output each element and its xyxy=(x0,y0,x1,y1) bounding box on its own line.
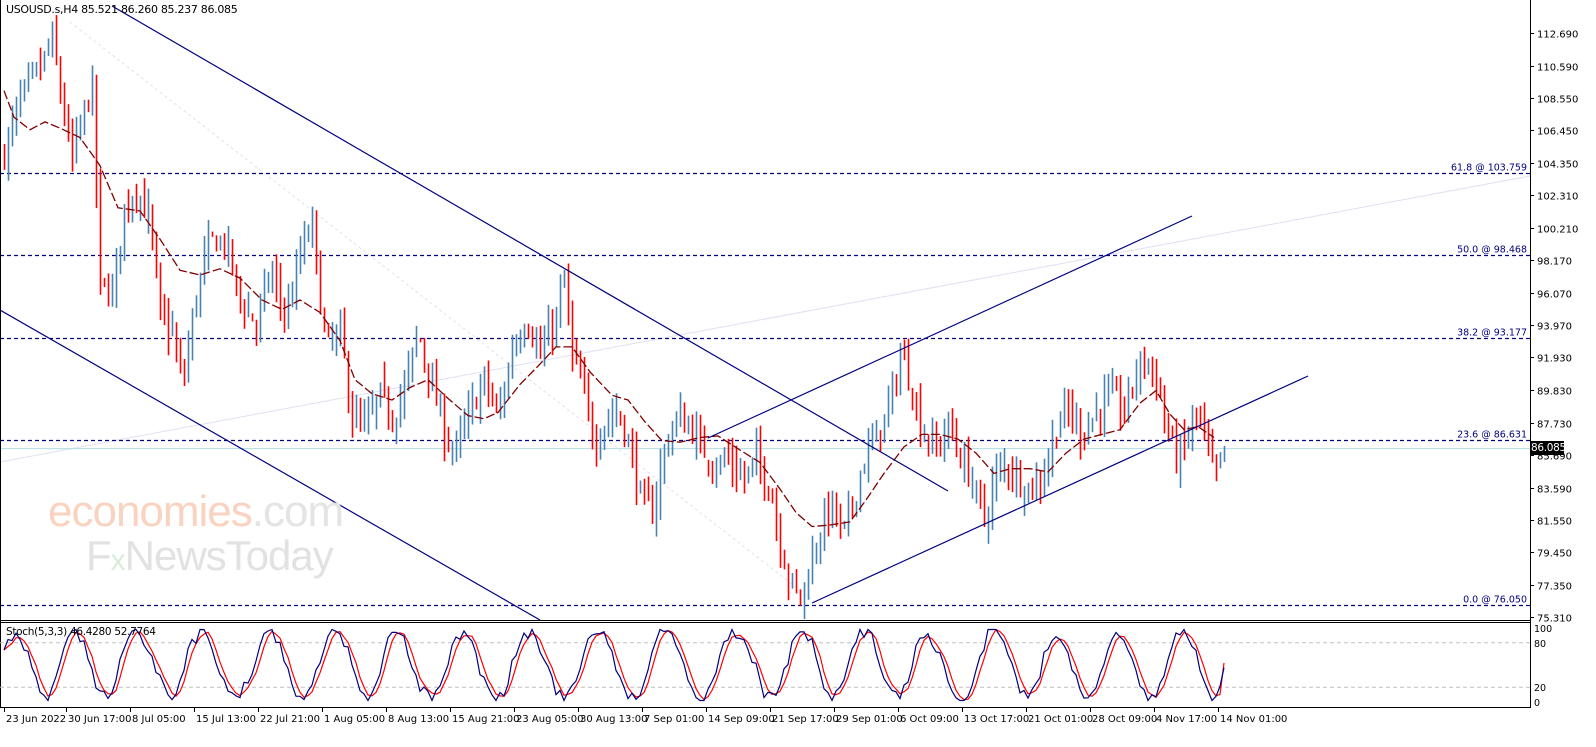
stoch-axis-label: 100 xyxy=(1534,624,1552,635)
time-axis-label: 21 Sep 17:00 xyxy=(772,714,839,725)
price-axis-label: 112.690 xyxy=(1537,30,1578,41)
price-axis-label: 87.730 xyxy=(1537,420,1572,431)
time-axis-label: 29 Sep 01:00 xyxy=(836,714,903,725)
fib-level-label: 23.6 @ 86.631 xyxy=(1457,430,1527,441)
price-axis-label: 98.170 xyxy=(1537,257,1572,268)
time-axis[interactable]: 23 Jun 2022 30 Jun 17:00 8 Jul 05:00 15 Jul… xyxy=(4,707,1288,725)
moving-average xyxy=(3,90,1215,528)
faint-lines xyxy=(0,21,1531,603)
fib-level-label: 0.0 @ 76.050 xyxy=(1463,595,1527,606)
price-axis-label: 108.550 xyxy=(1537,95,1578,106)
price-axis-label: 96.070 xyxy=(1537,290,1572,301)
faint-rising-line[interactable] xyxy=(0,175,1531,463)
current-price-tag: 86.085 xyxy=(1531,441,1566,455)
time-axis-label: 21 Oct 01:00 xyxy=(1028,714,1093,725)
faint-fib-diagonal[interactable] xyxy=(69,21,816,603)
stoch-main-line xyxy=(3,627,1225,703)
stochastic-pane: 100 80 20 0 xyxy=(0,624,1552,709)
time-axis-label: 15 Aug 21:00 xyxy=(452,714,519,725)
time-axis-label: 7 Sep 01:00 xyxy=(644,714,704,725)
stoch-axis-label: 20 xyxy=(1534,683,1546,694)
price-axis[interactable]: 112.690 110.590 108.550 106.450 104.350 102.3… xyxy=(1530,30,1578,625)
time-axis-label: 8 Jul 05:00 xyxy=(132,714,186,725)
stochastic-label: Stoch(5,3,3) 46.4280 52.7764 xyxy=(6,626,156,638)
time-axis-label: 6 Oct 09:00 xyxy=(900,714,959,725)
time-axis-label: 30 Jun 17:00 xyxy=(68,714,132,725)
time-axis-label: 22 Jul 21:00 xyxy=(260,714,320,725)
price-axis-label: 75.310 xyxy=(1537,614,1572,625)
time-axis-label: 23 Aug 05:00 xyxy=(516,714,583,725)
rising-channel-upper-trendline[interactable] xyxy=(707,215,1193,439)
rising-channel-lower-trendline[interactable] xyxy=(811,375,1309,604)
time-axis-label: 13 Oct 17:00 xyxy=(964,714,1029,725)
price-axis-label: 102.310 xyxy=(1537,192,1578,203)
lower-descending-channel-trendline[interactable] xyxy=(0,309,541,621)
ohlc-bars xyxy=(3,15,1226,620)
time-axis-label: 4 Nov 17:00 xyxy=(1156,714,1217,725)
time-axis-label: 8 Aug 13:00 xyxy=(388,714,449,725)
upper-descending-channel-trendline[interactable] xyxy=(111,5,949,492)
symbol-ohlc-label: USOUSD.s,H4 85.521 86.260 85.237 86.085 xyxy=(6,3,238,16)
price-axis-label: 79.450 xyxy=(1537,549,1572,560)
time-axis-label: 23 Jun 2022 xyxy=(6,714,66,725)
time-axis-label: 28 Oct 09:00 xyxy=(1092,714,1157,725)
trendlines[interactable] xyxy=(0,5,1309,621)
price-axis-label: 104.350 xyxy=(1537,160,1578,171)
fib-level-label: 50.0 @ 98.468 xyxy=(1457,245,1527,256)
price-axis-label: 77.350 xyxy=(1537,582,1572,593)
chart-frame xyxy=(0,0,1531,708)
price-axis-label: 89.830 xyxy=(1537,387,1572,398)
price-axis-label: 106.450 xyxy=(1537,127,1578,138)
time-axis-label: 1 Aug 05:00 xyxy=(324,714,385,725)
stoch-axis-label: 80 xyxy=(1534,639,1546,650)
time-axis-label: 15 Jul 13:00 xyxy=(196,714,256,725)
fibonacci-levels[interactable]: 61.8 @ 103.759 50.0 @ 98.468 38.2 @ 93.177… xyxy=(0,163,1530,607)
time-axis-label: 14 Sep 09:00 xyxy=(708,714,775,725)
price-axis-label: 81.550 xyxy=(1537,517,1572,528)
stoch-signal-line xyxy=(3,628,1225,701)
price-axis-label: 85.690 xyxy=(1537,452,1572,463)
price-axis-label: 93.970 xyxy=(1537,322,1572,333)
fib-level-label: 38.2 @ 93.177 xyxy=(1457,328,1527,339)
price-axis-label: 83.590 xyxy=(1537,485,1572,496)
stoch-axis-label: 0 xyxy=(1534,698,1540,709)
price-axis-label: 91.930 xyxy=(1537,354,1572,365)
moving-average-line xyxy=(3,90,1215,528)
time-axis-label: 14 Nov 01:00 xyxy=(1220,714,1287,725)
price-axis-label: 100.210 xyxy=(1537,225,1578,236)
time-axis-label: 30 Aug 13:00 xyxy=(580,714,647,725)
fib-level-label: 61.8 @ 103.759 xyxy=(1451,163,1527,174)
price-axis-label: 110.590 xyxy=(1537,63,1578,74)
